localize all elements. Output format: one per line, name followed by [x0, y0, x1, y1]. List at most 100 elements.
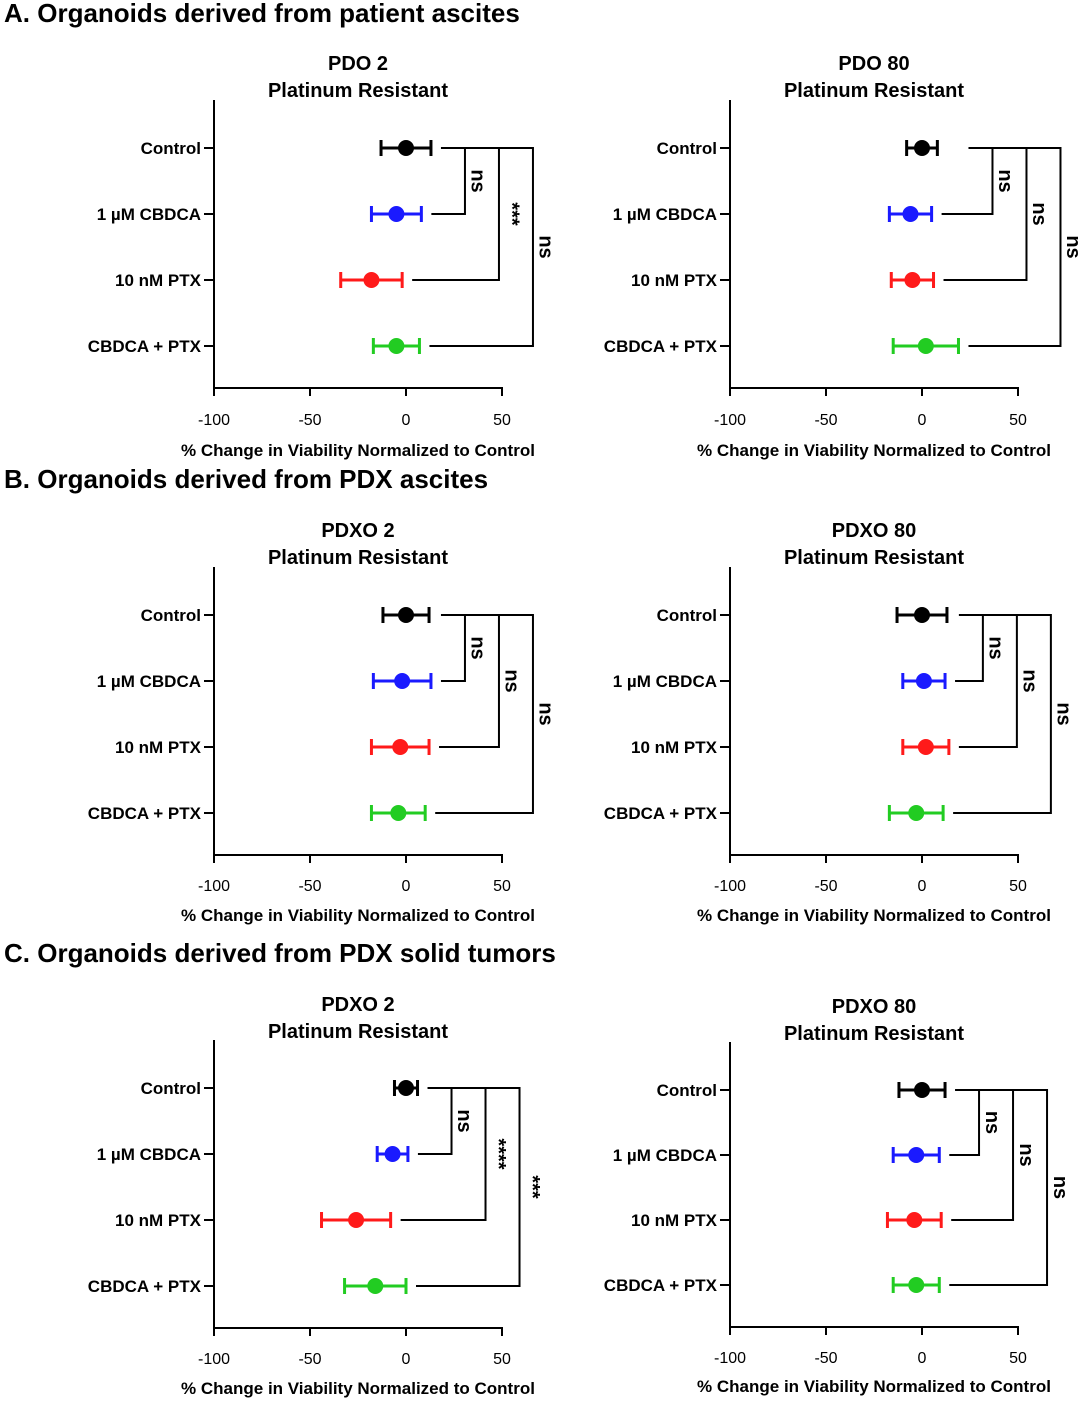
x-tick-label: 50	[493, 1351, 511, 1368]
data-point	[915, 673, 932, 689]
significance-bracket	[429, 147, 534, 347]
chart-subtitle: Platinum Resistant	[268, 80, 448, 102]
data-point	[367, 1278, 384, 1294]
x-tick-label: 0	[918, 1350, 927, 1367]
x-tick-label: -100	[714, 878, 746, 895]
x-axis-label: % Change in Viability Normalized to Cont…	[697, 1377, 1051, 1396]
chart-panel: PDXO 2 Platinum Resistant -100 -50 0 50 % Chan…	[88, 994, 543, 1398]
y-tick-label: 1 µM CBDCA	[97, 1145, 201, 1164]
significance-label: ns	[985, 636, 1007, 659]
significance-bracket	[440, 614, 466, 682]
y-tick-label: 10 nM PTX	[115, 738, 202, 757]
significance-label: ns	[981, 1111, 1003, 1134]
significance-bracket	[435, 614, 534, 814]
significance-label: ns	[535, 235, 557, 258]
section-title-a: A. Organoids derived from patient ascite…	[4, 0, 520, 28]
significance-label: ***	[521, 1175, 543, 1199]
y-tick-label: CBDCA + PTX	[88, 337, 202, 356]
significance-bracket	[949, 1089, 981, 1156]
data-point	[908, 1277, 925, 1293]
y-tick-label: Control	[657, 606, 717, 625]
section-title-b: B. Organoids derived from PDX ascites	[4, 464, 488, 494]
x-tick-label: 50	[1009, 412, 1027, 429]
x-tick-label: -100	[198, 412, 230, 429]
y-tick-label: Control	[141, 1079, 201, 1098]
x-tick-label: -50	[814, 1350, 837, 1367]
data-point	[390, 805, 407, 821]
chart-subtitle: Platinum Resistant	[268, 547, 448, 569]
y-tick-label: Control	[141, 139, 201, 158]
x-tick-label: -50	[298, 412, 321, 429]
panels: PDO 2 Platinum Resistant -100 -50 0 50 % Chang…	[88, 53, 1080, 1398]
y-tick-label: Control	[657, 139, 717, 158]
x-tick-label: 50	[1009, 1350, 1027, 1367]
significance-label: ns	[994, 169, 1016, 192]
data-point	[392, 739, 409, 755]
significance-bracket	[953, 614, 1052, 814]
chart-title: PDXO 2	[321, 520, 394, 542]
significance-label: ns	[1015, 1143, 1037, 1166]
chart-title: PDXO 80	[832, 520, 916, 542]
significance-label: ns	[535, 702, 557, 725]
chart-panel: PDXO 80 Platinum Resistant -100 -50 0 50 % Cha…	[604, 996, 1071, 1396]
significance-label: ns	[1049, 1176, 1071, 1199]
data-point	[394, 673, 411, 689]
y-tick-label: 1 µM CBDCA	[613, 1146, 717, 1165]
x-tick-label: -50	[298, 1351, 321, 1368]
significance-label: ns	[1062, 235, 1080, 258]
chart-panel: PDO 2 Platinum Resistant -100 -50 0 50 % Chang…	[88, 53, 557, 460]
y-tick-label: 10 nM PTX	[631, 271, 718, 290]
data-point	[914, 607, 930, 623]
chart-subtitle: Platinum Resistant	[784, 1023, 964, 1045]
significance-bracket	[417, 1087, 453, 1155]
y-tick-label: 1 µM CBDCA	[97, 672, 201, 691]
x-axis-label: % Change in Viability Normalized to Cont…	[181, 906, 535, 925]
chart-panel: PDO 80 Platinum Resistant -100 -50 0 50 % Chan…	[604, 53, 1080, 460]
data-point	[398, 607, 414, 623]
x-tick-label: -100	[198, 1351, 230, 1368]
significance-bracket	[955, 614, 984, 682]
data-point	[917, 338, 934, 354]
y-tick-label: CBDCA + PTX	[604, 804, 718, 823]
data-point	[398, 1080, 414, 1096]
y-tick-label: 10 nM PTX	[115, 1211, 202, 1230]
y-tick-label: CBDCA + PTX	[604, 337, 718, 356]
x-tick-label: -50	[298, 878, 321, 895]
x-tick-label: -50	[814, 412, 837, 429]
data-point	[914, 140, 930, 156]
y-tick-label: CBDCA + PTX	[88, 804, 202, 823]
x-tick-label: 0	[402, 878, 411, 895]
data-point	[902, 206, 919, 222]
y-tick-label: 1 µM CBDCA	[97, 205, 201, 224]
data-point	[388, 206, 405, 222]
x-tick-label: -100	[198, 878, 230, 895]
x-tick-label: 0	[402, 1351, 411, 1368]
chart-title: PDO 80	[838, 53, 909, 75]
x-tick-label: 0	[918, 412, 927, 429]
significance-label: ns	[467, 169, 489, 192]
significance-bracket	[941, 147, 994, 215]
y-tick-label: 10 nM PTX	[631, 738, 718, 757]
data-point	[908, 805, 925, 821]
significance-label: ns	[453, 1109, 475, 1132]
significance-label: ns	[467, 636, 489, 659]
x-tick-label: -100	[714, 1350, 746, 1367]
chart-title: PDXO 2	[321, 994, 394, 1016]
x-tick-label: 50	[493, 412, 511, 429]
x-tick-label: 0	[402, 412, 411, 429]
data-point	[908, 1147, 925, 1163]
x-tick-label: -50	[814, 878, 837, 895]
x-tick-label: 50	[493, 878, 511, 895]
x-axis-label: % Change in Viability Normalized to Cont…	[697, 906, 1051, 925]
chart-subtitle: Platinum Resistant	[784, 547, 964, 569]
data-point	[906, 1212, 923, 1228]
y-tick-label: CBDCA + PTX	[604, 1276, 718, 1295]
significance-label: ***	[501, 202, 523, 226]
significance-bracket	[431, 147, 466, 215]
y-tick-label: Control	[657, 1081, 717, 1100]
chart-title: PDXO 80	[832, 996, 916, 1018]
y-tick-label: 1 µM CBDCA	[613, 672, 717, 691]
y-tick-label: 10 nM PTX	[631, 1211, 718, 1230]
y-tick-label: 1 µM CBDCA	[613, 205, 717, 224]
